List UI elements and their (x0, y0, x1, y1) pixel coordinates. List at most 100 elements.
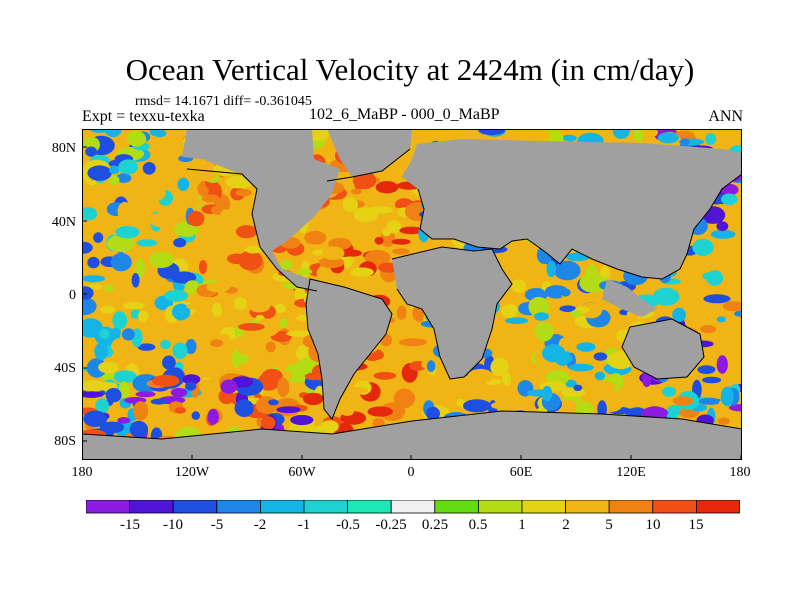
field-blob (542, 344, 566, 363)
field-blob (112, 311, 128, 330)
field-blob (721, 193, 738, 206)
field-blob (123, 302, 145, 310)
field-blob (702, 376, 722, 384)
field-blob (410, 383, 436, 396)
field-blob (235, 225, 258, 239)
field-blob (183, 199, 210, 206)
field-blob (633, 129, 645, 142)
field-blob (268, 399, 279, 406)
field-blob (725, 316, 742, 323)
field-blob (702, 271, 723, 281)
lon-label-60e: 60E (509, 465, 533, 480)
lat-label-40n: 40N (51, 215, 76, 230)
colorbar-label: -10 (163, 517, 183, 533)
field-blob (399, 338, 427, 347)
field-blob (82, 275, 105, 283)
field-blob (501, 304, 518, 318)
field-blob (142, 162, 156, 175)
field-blob (160, 339, 171, 349)
field-blob (113, 370, 137, 384)
season-label: ANN (708, 108, 743, 125)
field-blob (621, 391, 640, 401)
field-blob (93, 232, 104, 243)
field-blob (152, 374, 180, 387)
colorbar-swatch (521, 500, 566, 514)
field-blob (115, 225, 140, 239)
field-blob (198, 260, 208, 275)
colorbar-swatch (565, 500, 610, 514)
field-blob (697, 397, 723, 405)
field-blob (105, 388, 122, 403)
field-blob (207, 408, 219, 425)
field-blob (392, 248, 410, 255)
field-blob (478, 129, 506, 136)
field-blob (82, 286, 94, 300)
field-blob (136, 239, 158, 247)
field-blob (373, 371, 397, 380)
field-blob (568, 363, 594, 372)
field-blob (233, 297, 248, 311)
field-blob (148, 251, 174, 268)
field-blob (87, 256, 100, 269)
field-blob (117, 417, 131, 424)
field-blob (138, 310, 149, 322)
field-blob (109, 165, 120, 175)
field-blob (511, 279, 527, 293)
field-blob (247, 297, 271, 313)
field-blob (705, 133, 717, 145)
field-blob (279, 318, 289, 329)
lat-label-80n: 80N (51, 141, 76, 156)
field-blob (396, 305, 407, 320)
field-blob (182, 374, 201, 385)
field-blob (321, 246, 345, 260)
field-blob (227, 253, 247, 265)
field-blob (220, 379, 238, 394)
axis-ticks (82, 146, 742, 460)
colorbar-label: 2 (562, 517, 570, 533)
land-masses (82, 129, 742, 460)
field-blob (657, 132, 679, 144)
field-blob (260, 416, 276, 430)
field-blob (118, 159, 138, 175)
colorbar-swatch (696, 500, 740, 514)
field-blob (426, 406, 440, 421)
field-blob (391, 238, 411, 245)
field-blob (106, 234, 135, 253)
field-blob (296, 268, 313, 275)
field-blob (104, 129, 122, 138)
field-blob (149, 129, 159, 136)
field-blob (219, 209, 233, 228)
field-blob (129, 420, 148, 438)
colorbar-label: -2 (253, 517, 267, 533)
lon-label-180w: 180 (71, 465, 93, 480)
field-blob (386, 220, 402, 234)
field-blob (286, 330, 313, 337)
field-blob (379, 389, 394, 403)
field-blob (104, 284, 114, 293)
field-blob (185, 338, 197, 355)
field-blob (716, 316, 727, 323)
field-blob (87, 165, 112, 181)
field-blob (126, 130, 146, 147)
field-blob (502, 372, 512, 386)
field-blob (467, 368, 494, 384)
field-blob (399, 226, 424, 235)
colorbar-label: -0.25 (375, 517, 407, 533)
colorbar-label: 15 (688, 517, 704, 533)
field-blob (303, 392, 324, 406)
colorbar-label: 1 (518, 517, 526, 533)
colorbar-label: -5 (210, 517, 224, 533)
field-blob (232, 353, 249, 365)
field-blob (273, 303, 287, 314)
colorbar-label: 5 (605, 517, 613, 533)
north-america-land (182, 129, 340, 291)
field-blob (528, 296, 550, 317)
field-blob (218, 271, 237, 283)
lon-label-120e: 120E (616, 465, 646, 480)
field-blob (697, 365, 716, 374)
field-blob (382, 228, 391, 237)
field-blob (734, 310, 742, 317)
field-blob (184, 280, 201, 295)
field-blob (82, 391, 104, 398)
field-blob (98, 361, 119, 374)
